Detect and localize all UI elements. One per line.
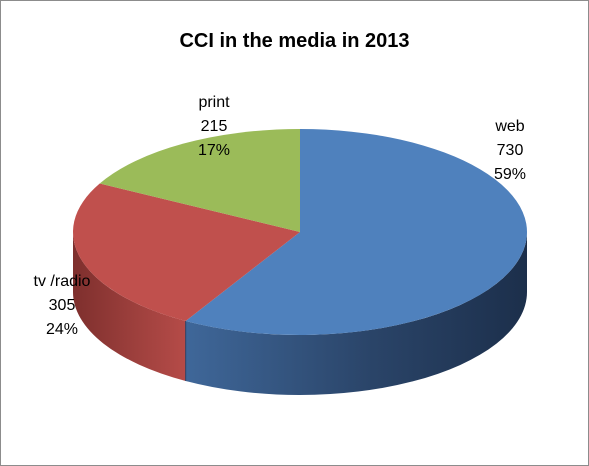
pie-slice-tvradio	[73, 183, 301, 321]
data-label-print-value: 215	[201, 118, 228, 135]
data-label-web-percent: 59%	[494, 166, 526, 183]
data-label-tvradio-value: 305	[49, 297, 76, 314]
pie-slice-web	[185, 129, 528, 335]
data-label-web-value: 730	[497, 142, 524, 159]
data-label-web-name: web	[494, 118, 524, 135]
pie-slice-print	[99, 129, 300, 232]
pie-side-web	[185, 232, 527, 395]
pie-side-tvradio	[73, 232, 186, 381]
data-label-tvradio-percent: 24%	[46, 321, 78, 338]
data-label-print-percent: 17%	[198, 142, 230, 159]
data-label-tvradio-name: tv /radio	[34, 273, 91, 290]
chart-title: CCI in the media in 2013	[179, 30, 410, 52]
data-label-print-name: print	[198, 94, 230, 111]
